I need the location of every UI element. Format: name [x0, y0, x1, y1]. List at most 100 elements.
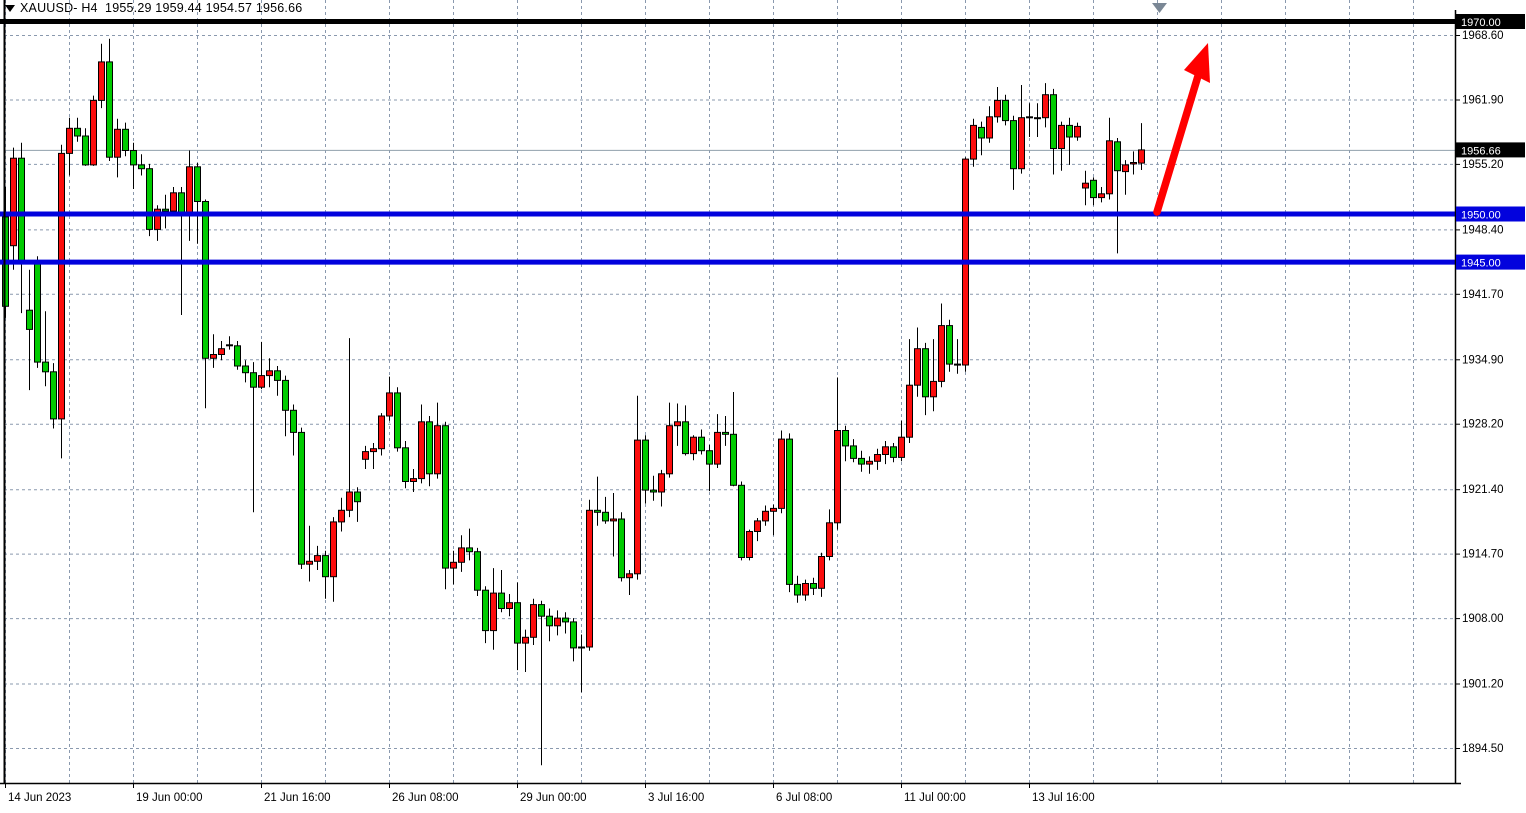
candle-up — [458, 535, 465, 572]
price-tick-label: 1914.70 — [1462, 549, 1504, 561]
candle-body — [274, 370, 281, 381]
candle-down — [442, 421, 449, 590]
candle-up — [770, 504, 777, 536]
candle-up — [98, 43, 105, 109]
candle-up — [506, 594, 513, 617]
candle-down — [1090, 177, 1097, 206]
candle-up — [154, 205, 161, 241]
candle-up — [610, 493, 617, 557]
candle-body — [746, 531, 753, 558]
candle-up — [690, 435, 697, 461]
candle-up — [826, 509, 833, 561]
candle-body — [442, 425, 449, 569]
price-tick-label: 1941.70 — [1462, 289, 1504, 301]
candle-body — [170, 192, 177, 212]
candle-up — [938, 303, 945, 388]
candles — [2, 38, 1145, 766]
candle-down — [50, 363, 57, 429]
candle-body — [754, 520, 761, 533]
candle-body — [602, 511, 609, 522]
time-tick-label: 14 Jun 2023 — [8, 792, 71, 804]
time-tick-label: 21 Jun 16:00 — [264, 792, 331, 804]
price-badge-bg — [1456, 206, 1525, 222]
price-tick-label: 1934.90 — [1462, 354, 1504, 366]
candle-up — [490, 568, 497, 650]
candle-down — [234, 341, 241, 370]
candle-up — [522, 629, 529, 672]
candle-body — [90, 99, 97, 166]
candle-body — [554, 617, 561, 627]
candle-body — [194, 166, 201, 203]
chart-shift-marker-icon[interactable] — [1152, 3, 1167, 13]
candle-body — [482, 589, 489, 632]
candle-down — [922, 342, 929, 416]
candle-up — [666, 402, 673, 478]
candle-body — [58, 152, 65, 420]
candle-down — [26, 269, 33, 391]
candle-down — [242, 360, 249, 383]
candle-body — [354, 491, 361, 503]
candle-body — [506, 602, 513, 610]
chart-title-row: XAUUSD- H4 1955.29 1959.44 1954.57 1956.… — [5, 1, 302, 15]
candle-up — [1042, 83, 1049, 128]
price-badge-bg — [1456, 142, 1525, 158]
candle-down — [642, 435, 649, 504]
price-badge: 1950.00 — [1456, 206, 1525, 222]
candle-down — [18, 142, 25, 314]
time-tick-label: 3 Jul 16:00 — [648, 792, 704, 804]
candle-up — [90, 95, 97, 166]
candle-down — [466, 528, 473, 561]
candle-body — [130, 150, 137, 166]
candle-down — [226, 336, 233, 350]
candle-down — [402, 441, 409, 489]
candle-body — [1074, 125, 1081, 138]
candle-down — [1066, 117, 1073, 165]
candle-body — [250, 372, 257, 388]
candle-down — [594, 476, 601, 526]
candle-down — [842, 425, 849, 462]
price-badges: 1970.00 1956.66 1950.00 1945.00 — [1456, 14, 1525, 270]
candle-body — [866, 460, 873, 465]
candle-down — [74, 117, 81, 142]
candle-body — [186, 166, 193, 214]
candle-body — [658, 473, 665, 493]
candle-body — [562, 617, 569, 623]
candle-body — [106, 61, 113, 158]
candle-body — [146, 168, 153, 230]
candle-body — [818, 556, 825, 589]
candle-up — [714, 414, 721, 468]
candle-body — [690, 436, 697, 455]
candle-body — [434, 425, 441, 475]
arrow-up-object[interactable] — [1153, 43, 1210, 216]
candle-up — [1034, 103, 1041, 137]
candle-body — [802, 583, 809, 596]
axis-frame — [0, 0, 1461, 785]
candle-body — [722, 431, 729, 435]
candle-body — [202, 201, 209, 359]
candle-down — [202, 199, 209, 409]
candle-body — [386, 392, 393, 417]
candle-body — [98, 61, 105, 101]
candle-body — [314, 555, 321, 562]
candle-body — [1026, 116, 1033, 119]
candle-down — [722, 416, 729, 446]
candle-body — [1058, 124, 1065, 150]
candle-body — [1042, 94, 1049, 119]
candle-body — [1018, 117, 1025, 170]
candle-body — [914, 348, 921, 386]
candle-body — [794, 583, 801, 596]
candle-down — [82, 128, 89, 166]
candle-up — [914, 327, 921, 397]
candle-up — [754, 518, 761, 542]
symbol-dropdown-caret-icon[interactable] — [5, 4, 15, 12]
candle-down — [810, 577, 817, 595]
candle-up — [530, 598, 537, 645]
candle-body — [50, 371, 57, 420]
candle-body — [810, 583, 817, 589]
candle-down — [890, 443, 897, 463]
candle-up — [746, 529, 753, 561]
candle-up — [986, 106, 993, 143]
candle-body — [730, 433, 737, 486]
time-tick-label: 26 Jun 08:00 — [392, 792, 459, 804]
chart-title: XAUUSD- H4 1955.29 1959.44 1954.57 1956.… — [20, 1, 303, 15]
